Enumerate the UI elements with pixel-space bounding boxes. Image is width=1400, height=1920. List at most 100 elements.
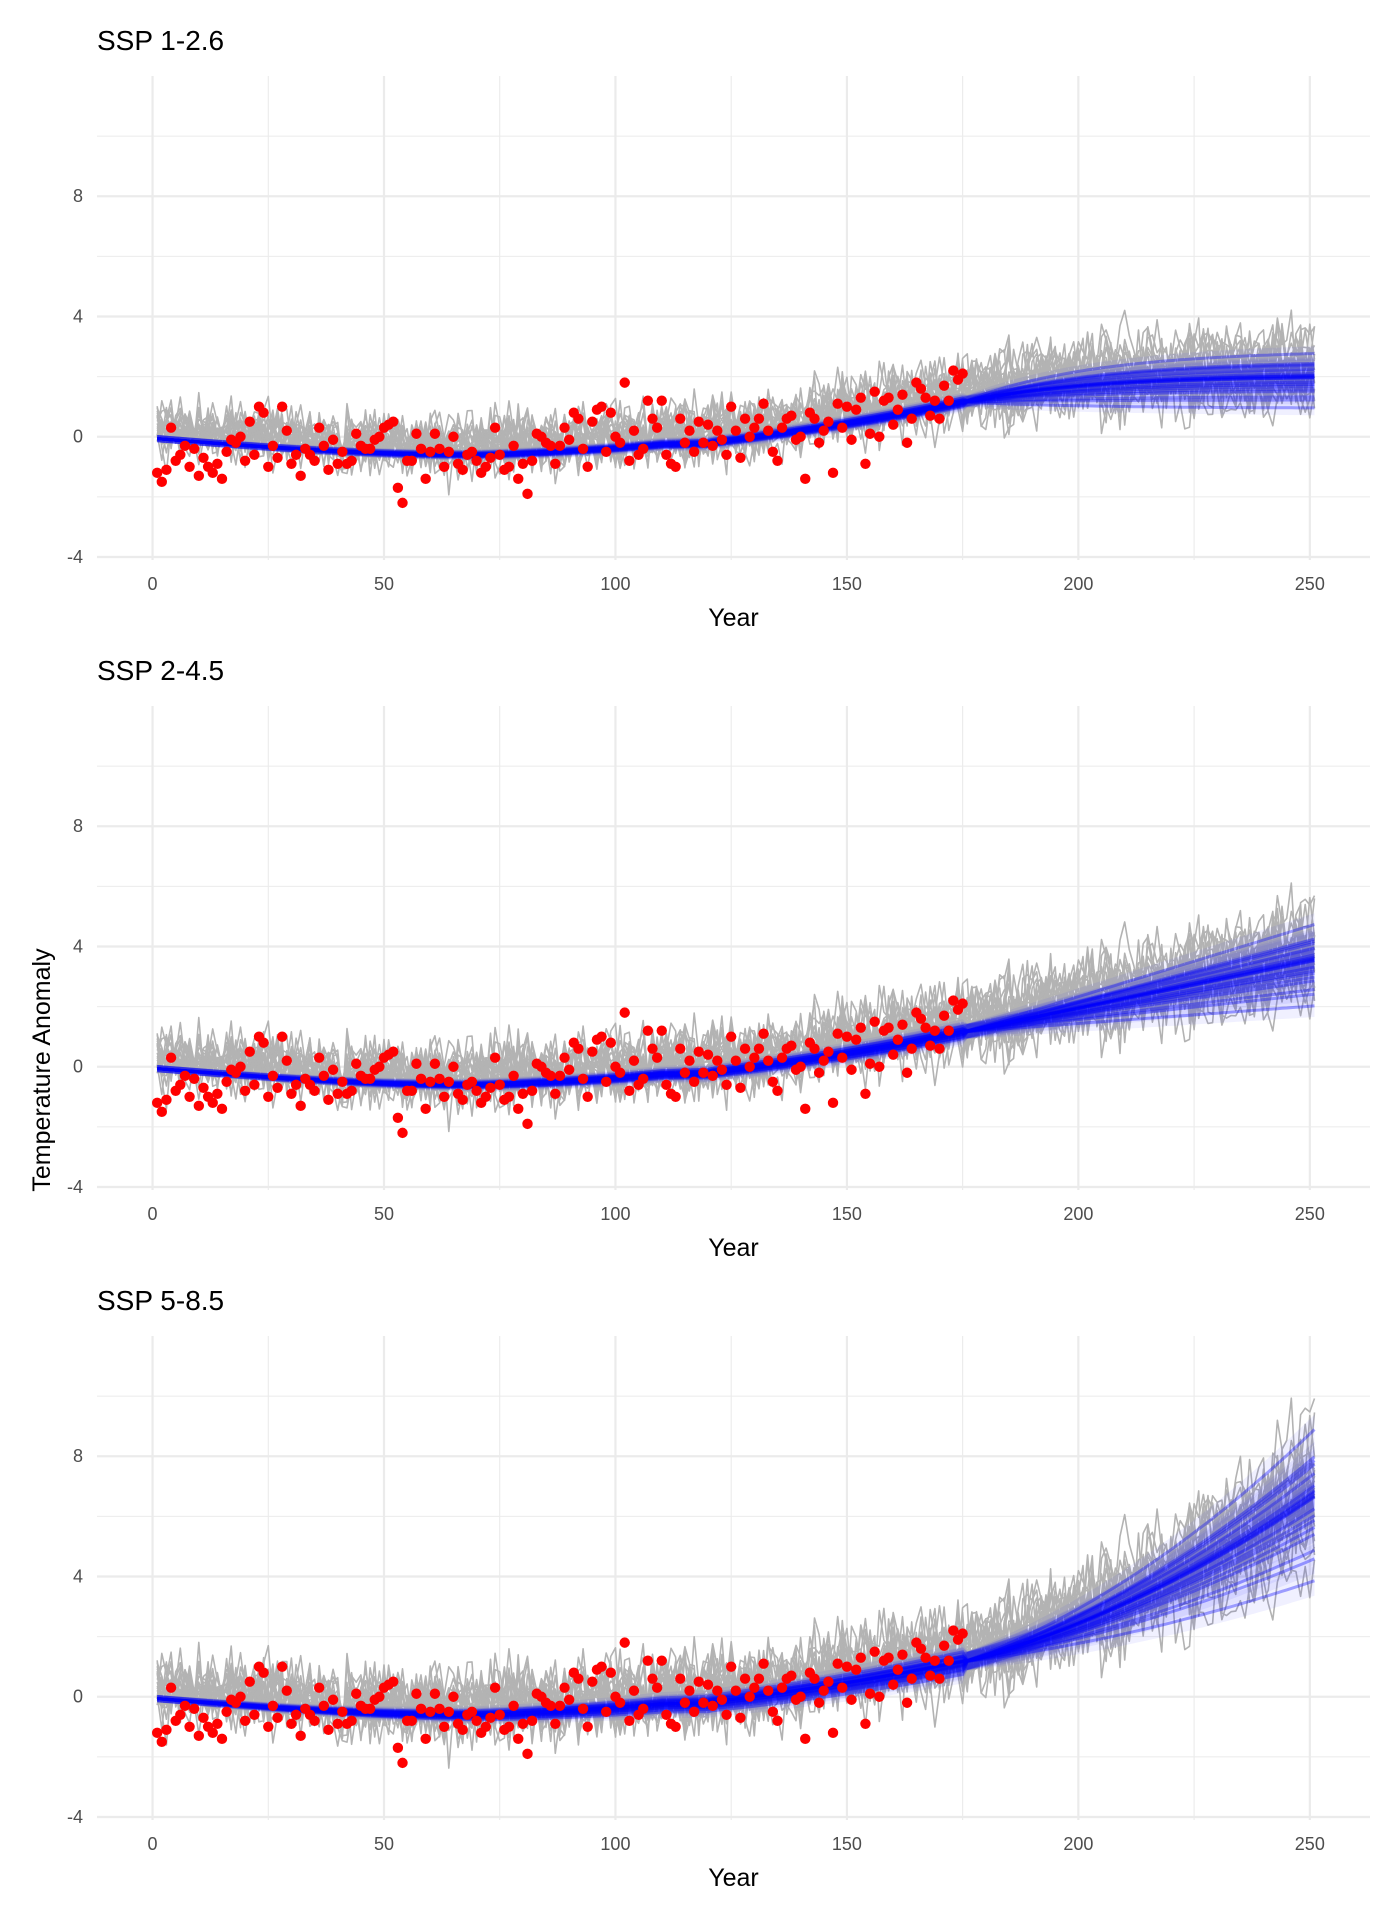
- observed-point: [628, 425, 640, 436]
- observed-point: [730, 1055, 742, 1066]
- x-tick-label: 200: [1063, 1204, 1093, 1224]
- observed-point: [929, 1655, 941, 1666]
- observed-point: [841, 1661, 853, 1672]
- observed-point: [688, 446, 700, 457]
- x-tick-label: 150: [832, 1834, 862, 1854]
- fit-confidence-ribbon: [157, 381, 1315, 460]
- observed-point: [290, 1079, 302, 1090]
- fit-line: [157, 376, 1315, 457]
- observed-point: [957, 1628, 968, 1639]
- observed-point: [688, 1076, 700, 1087]
- x-tick-label: 200: [1063, 574, 1093, 594]
- observed-point: [406, 1715, 417, 1726]
- observed-point: [577, 1073, 589, 1084]
- observed-point: [614, 1697, 626, 1708]
- observed-point: [397, 1127, 408, 1139]
- observed-point: [244, 416, 255, 427]
- observed-point: [429, 1058, 441, 1069]
- observed-point: [429, 428, 441, 439]
- observed-point: [753, 413, 765, 424]
- observed-point: [772, 455, 783, 466]
- observed-point: [448, 431, 459, 442]
- observed-point: [670, 461, 681, 473]
- observed-point: [503, 1721, 515, 1733]
- observed-point: [406, 1085, 417, 1096]
- observed-point: [888, 419, 899, 430]
- observed-point: [489, 1052, 501, 1063]
- observed-point: [550, 458, 561, 470]
- observed-point: [323, 464, 334, 476]
- observed-point: [827, 1727, 839, 1739]
- fit-line: [157, 374, 1315, 457]
- observed-point: [813, 437, 825, 448]
- observed-point: [392, 1112, 404, 1124]
- fit-line: [157, 1495, 1316, 1717]
- fit-line: [157, 352, 1315, 455]
- observed-point: [638, 1073, 649, 1084]
- panel-1: SSP 1-2.6 -4 0 4 8 0 50 100 150 200 250 Year: [67, 25, 1370, 632]
- observed-point: [675, 1043, 686, 1054]
- observed-point: [272, 1082, 283, 1093]
- observed-point: [290, 1709, 302, 1720]
- observed-point: [309, 1715, 320, 1726]
- observed-point: [337, 446, 348, 457]
- observed-point: [235, 431, 246, 442]
- fit-line: [157, 958, 1315, 1087]
- observed-point: [337, 1076, 348, 1087]
- y-tick-label: 0: [73, 427, 83, 447]
- observed-point: [309, 455, 320, 466]
- observed-point: [624, 455, 635, 466]
- observed-point: [332, 1718, 343, 1730]
- x-tick-label: 0: [148, 1204, 158, 1224]
- observed-point: [198, 1082, 209, 1093]
- fit-confidence-ribbon: [157, 369, 1315, 459]
- observed-point: [888, 1679, 899, 1690]
- observed-point: [559, 422, 570, 433]
- observed-point: [818, 425, 829, 436]
- observed-point: [239, 1085, 251, 1096]
- observed-point: [656, 395, 667, 406]
- observed-point: [263, 461, 274, 473]
- observed-point: [263, 1721, 274, 1733]
- observed-point: [388, 1046, 399, 1057]
- x-tick-label: 150: [832, 574, 862, 594]
- observed-point: [892, 1664, 904, 1675]
- fit-confidence-ribbon: [157, 368, 1315, 459]
- observed-point: [596, 401, 607, 412]
- observed-point: [943, 1025, 954, 1036]
- fit-confidence-ribbon: [157, 362, 1315, 459]
- observed-point: [239, 455, 251, 466]
- observed-point: [605, 407, 617, 418]
- observed-point: [776, 422, 788, 433]
- fit-line: [157, 398, 1315, 458]
- observed-point: [480, 461, 492, 473]
- fit-line: [157, 395, 1315, 458]
- observed-point: [883, 1022, 894, 1033]
- observed-point: [313, 1052, 325, 1063]
- observed-point: [818, 1055, 829, 1066]
- observed-point: [587, 1676, 598, 1687]
- x-axis-title: Year: [708, 604, 759, 632]
- observed-point: [837, 1682, 848, 1693]
- observed-point: [786, 1040, 797, 1051]
- observed-point: [864, 428, 876, 439]
- observed-point: [397, 497, 408, 509]
- observed-point: [513, 473, 524, 485]
- observed-point: [513, 1733, 524, 1745]
- observed-point: [235, 1061, 246, 1072]
- observed-point: [281, 1055, 292, 1066]
- observed-point: [448, 1691, 459, 1702]
- x-tick-label: 250: [1295, 1834, 1325, 1854]
- observed-point: [411, 428, 422, 439]
- observed-point: [823, 1676, 834, 1687]
- observed-point: [286, 1718, 297, 1730]
- observed-point: [721, 1079, 732, 1090]
- ensemble-member-line: [156, 925, 1316, 1111]
- observed-point: [258, 407, 269, 418]
- observed-point: [221, 1706, 232, 1717]
- x-axis-title: Year: [708, 1234, 759, 1262]
- fit-confidence-ribbon: [157, 358, 1315, 458]
- observed-point: [934, 413, 945, 424]
- observed-point: [415, 1073, 427, 1084]
- observed-point: [943, 395, 954, 406]
